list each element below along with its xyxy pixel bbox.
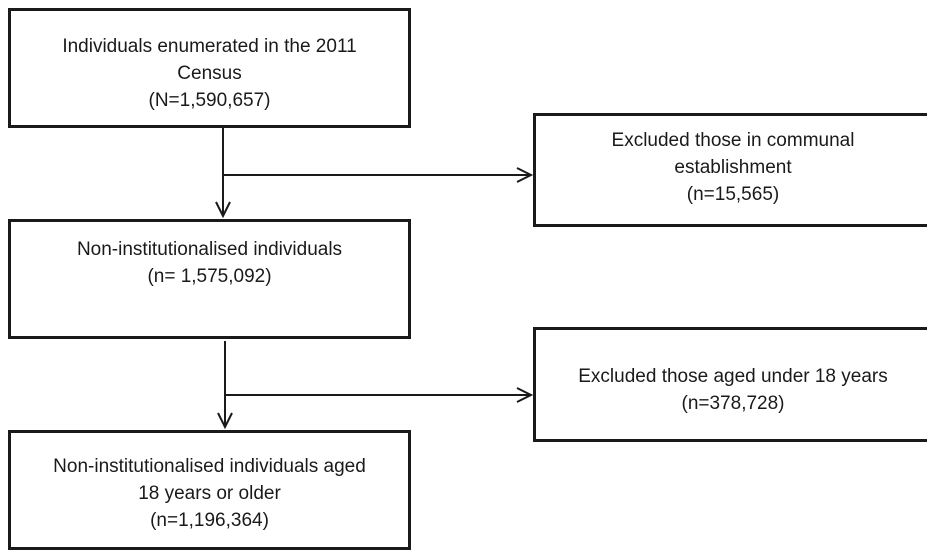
adults-18-plus-box: Non-institutionalised individuals aged 1… [8, 430, 411, 550]
box-text-line: Census [177, 63, 242, 84]
box-count: (n= 1,575,092) [147, 266, 272, 287]
census-individuals-box: Individuals enumerated in the 2011 Censu… [8, 8, 411, 128]
box-text-line: Individuals enumerated in the 2011 [62, 36, 357, 57]
box-text-line: Excluded those aged under 18 years [578, 366, 888, 387]
arrowhead-noninst [215, 201, 231, 219]
box-count: (n=1,196,364) [150, 510, 269, 531]
box-text-line: establishment [674, 157, 792, 178]
arrowhead-excluded-communal [516, 167, 534, 183]
box-count: (n=15,565) [686, 184, 780, 205]
box-text-line: Excluded those in communal [611, 130, 855, 151]
arrowhead-adults [217, 412, 233, 430]
box-text-line: 18 years or older [138, 483, 281, 504]
box-text-line: Non-institutionalised individuals aged [53, 456, 366, 477]
excluded-under18-box: Excluded those aged under 18 years (n=37… [533, 327, 927, 442]
excluded-communal-box: Excluded those in communal establishment… [533, 113, 927, 227]
arrowhead-excluded-under18 [516, 387, 534, 403]
noninstitutionalised-box: Non-institutionalised individuals (n= 1,… [8, 219, 411, 339]
box-count: (N=1,590,657) [148, 90, 271, 111]
box-count: (n=378,728) [681, 393, 785, 414]
box-text-line: Non-institutionalised individuals [76, 239, 343, 260]
